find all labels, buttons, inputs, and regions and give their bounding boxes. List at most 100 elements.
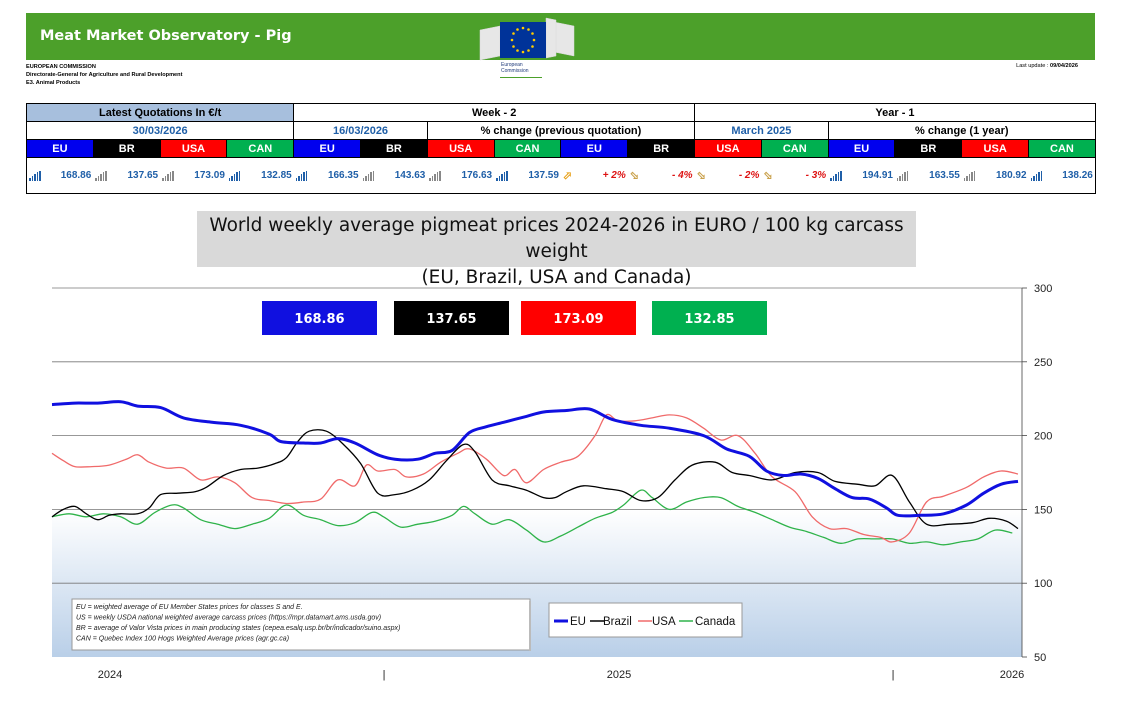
latest-value-eu: 168.86 — [26, 157, 94, 194]
latest-value-br: 137.65 — [93, 157, 161, 194]
organisation-block: EUROPEAN COMMISSION Directorate-General … — [26, 63, 182, 87]
org-line3: E3. Animal Products — [26, 80, 81, 86]
country-header-eu: EU — [26, 139, 94, 158]
cell-value: 166.35 — [327, 170, 359, 181]
country-header-usa: USA — [694, 139, 762, 158]
x-tick-label: 2025 — [607, 669, 631, 681]
legend-label: EU — [570, 616, 586, 628]
chart-legend: EU Brazil USA Canada — [548, 602, 743, 638]
pct-prev-usa: ⬂ - 2% — [694, 157, 762, 194]
badge-value: 173.09 — [553, 312, 603, 327]
legend-label: USA — [652, 616, 676, 628]
last-update-label: Last update : — [1016, 63, 1049, 69]
y-tick-label: 250 — [1034, 357, 1052, 369]
badge-eu: 168.86 — [262, 301, 377, 335]
country-header-can: CAN — [1028, 139, 1096, 158]
latest-date: 30/03/2026 — [25, 121, 295, 140]
cell-value: 176.63 — [461, 170, 493, 181]
table-value-row: 168.86 137.65 173.09 132.85 166.35 143.63 176.… — [26, 157, 1096, 194]
bar-chart-icon — [496, 170, 508, 181]
year-value-eu: 194.91 — [828, 157, 895, 194]
country-header-eu: EU — [293, 139, 362, 158]
x-separator: | — [892, 669, 895, 681]
year-value-can: 138.26 — [1028, 157, 1096, 194]
series-line-brazil — [51, 429, 1019, 530]
cell-value: 173.09 — [194, 170, 225, 181]
country-header-br: BR — [360, 139, 428, 158]
bar-chart-icon — [162, 170, 174, 181]
cell-value: + 2% — [602, 170, 626, 181]
pct-year-header: % change (1 year) — [827, 121, 1096, 140]
country-header-can: CAN — [493, 139, 562, 158]
org-line2: Directorate-General for Agriculture and … — [26, 72, 183, 78]
y-tick-label: 150 — [1034, 504, 1052, 516]
y-tick-label: 300 — [1034, 283, 1052, 295]
cell-value: 137.65 — [127, 170, 159, 181]
week-value-can: 137.59 — [494, 157, 561, 194]
badge-brazil: 137.65 — [394, 301, 509, 335]
european-commission-logo — [479, 17, 575, 78]
note-line: EU = weighted average of EU Member State… — [76, 604, 303, 611]
cell-value: 138.26 — [1062, 170, 1093, 181]
year-date: March 2025 — [694, 121, 829, 140]
logo-caption-line2: Commission — [501, 68, 529, 74]
y-axis: 50 100 150 200 250 300 — [1021, 283, 1052, 664]
year-header: Year - 1 — [694, 103, 1096, 122]
series-lines — [51, 400, 1019, 546]
badge-box — [652, 301, 767, 335]
badge-box — [521, 301, 636, 335]
week-value-br: 143.63 — [360, 157, 428, 194]
logo-caption: European Commission — [501, 62, 529, 74]
cell-value: - 3% — [805, 170, 827, 181]
country-header-usa: USA — [159, 139, 228, 158]
bar-chart-icon — [295, 170, 308, 181]
country-header-can: CAN — [760, 139, 829, 158]
latest-value-badges: 168.86 137.65 173.09 132.85 — [262, 301, 767, 335]
week-value-usa: 176.63 — [427, 157, 495, 194]
y-tick-label: 50 — [1034, 652, 1046, 664]
legend-label: Canada — [695, 616, 736, 628]
notes-box: EU = weighted average of EU Member State… — [71, 598, 531, 651]
table-header-row: Latest Quotations In €/t Week - 2 Year -… — [25, 103, 1096, 122]
cell-value: - 4% — [672, 170, 693, 181]
series-line-eu — [51, 400, 1019, 518]
badge-value: 137.65 — [426, 312, 476, 327]
chart-title-line2: (EU, Brazil, USA and Canada) — [421, 267, 692, 288]
cell-value: - 2% — [738, 170, 760, 181]
bar-chart-icon — [429, 170, 441, 181]
table-country-row: EU BR USA CAN EU BR USA CAN EU BR USA CAN EU BR USA CAN — [26, 139, 1096, 158]
bar-chart-icon — [228, 170, 241, 181]
country-header-eu: EU — [560, 139, 629, 158]
country-header-br: BR — [92, 139, 161, 158]
arrow-down-icon: ⬂ — [629, 170, 639, 182]
bar-chart-icon — [95, 170, 107, 181]
year-value-usa: 180.92 — [961, 157, 1029, 194]
cell-value: 137.59 — [528, 170, 559, 181]
org-line1: EUROPEAN COMMISSION — [26, 64, 96, 70]
cell-value: 132.85 — [261, 170, 292, 181]
latest-quotations-header: Latest Quotations In €/t — [25, 103, 295, 122]
pct-prev-can: ⬂ - 3% — [761, 157, 829, 194]
bar-chart-icon — [29, 170, 41, 181]
badge-canada: 132.85 — [652, 301, 767, 335]
last-update: Last update : 09/04/2026 — [1016, 63, 1078, 69]
page-title: Meat Market Observatory - Pig — [40, 28, 292, 44]
bar-chart-icon — [896, 170, 909, 181]
table-date-row: 30/03/2026 16/03/2026 % change (previous… — [25, 121, 1096, 140]
last-update-value: 09/04/2026 — [1050, 63, 1078, 69]
notes-frame — [71, 598, 531, 651]
series-line-usa — [51, 413, 1019, 543]
year-value-br: 163.55 — [894, 157, 962, 194]
latest-value-usa: 173.09 — [160, 157, 227, 194]
pct-prev-header: % change (previous quotation) — [426, 121, 696, 140]
arrow-down-icon: ⬂ — [696, 170, 706, 182]
country-header-eu: EU — [827, 139, 896, 158]
grid-lines — [52, 287, 1022, 584]
cell-value: 143.63 — [394, 170, 426, 181]
logo-caption-line1: European — [501, 62, 523, 68]
badge-value: 132.85 — [684, 312, 734, 327]
badge-box — [262, 301, 377, 335]
note-line: BR = average of Valor Vista prices in ma… — [76, 625, 400, 632]
week-header: Week - 2 — [293, 103, 696, 122]
